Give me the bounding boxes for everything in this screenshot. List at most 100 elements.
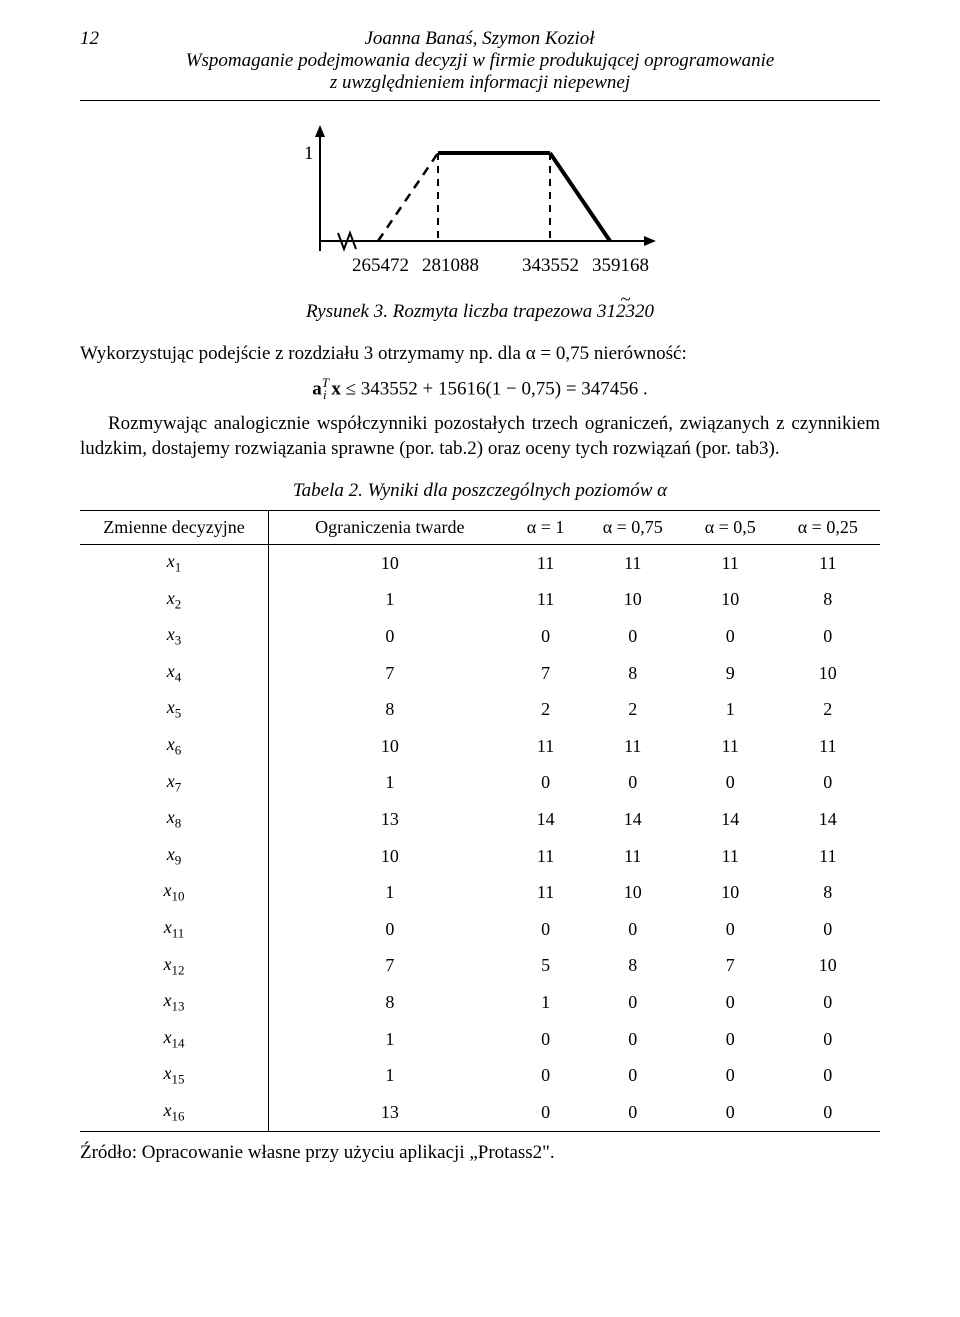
value-cell: 0 bbox=[511, 618, 581, 655]
value-cell: 10 bbox=[269, 545, 511, 582]
value-cell: 10 bbox=[581, 874, 685, 911]
x-label-4: 359168 bbox=[592, 255, 649, 276]
table-row: x1100000 bbox=[80, 911, 880, 948]
value-cell: 7 bbox=[269, 655, 511, 692]
value-cell: 0 bbox=[581, 911, 685, 948]
value-cell: 9 bbox=[685, 655, 776, 692]
value-cell: 11 bbox=[581, 838, 685, 875]
table-row: x61011111111 bbox=[80, 728, 880, 765]
figure-caption-value: ~312320 bbox=[597, 301, 654, 323]
value-cell: 11 bbox=[685, 728, 776, 765]
value-cell: 0 bbox=[776, 1021, 880, 1058]
table-row: x1410000 bbox=[80, 1021, 880, 1058]
page-number: 12 bbox=[80, 28, 99, 50]
header-rule bbox=[80, 100, 880, 101]
var-cell: x16 bbox=[80, 1094, 269, 1131]
var-cell: x13 bbox=[80, 984, 269, 1021]
value-cell: 8 bbox=[776, 582, 880, 619]
value-cell: 0 bbox=[581, 765, 685, 802]
table-row: x211110108 bbox=[80, 582, 880, 619]
table-row: x12758710 bbox=[80, 948, 880, 985]
table-row: x1381000 bbox=[80, 984, 880, 1021]
var-cell: x7 bbox=[80, 765, 269, 802]
value-cell: 10 bbox=[685, 874, 776, 911]
col-header-5: α = 0,5 bbox=[685, 511, 776, 545]
table-row: x300000 bbox=[80, 618, 880, 655]
value-cell: 11 bbox=[581, 545, 685, 582]
col-header-3: α = 1 bbox=[511, 511, 581, 545]
value-cell: 0 bbox=[685, 1021, 776, 1058]
value-cell: 0 bbox=[776, 1094, 880, 1131]
value-cell: 2 bbox=[776, 691, 880, 728]
value-cell: 1 bbox=[269, 1021, 511, 1058]
value-cell: 0 bbox=[776, 984, 880, 1021]
value-cell: 2 bbox=[511, 691, 581, 728]
paragraph-2: Rozmywając analogicznie współczynniki po… bbox=[80, 411, 880, 462]
col-header-var: Zmienne decyzyjne bbox=[80, 511, 269, 545]
value-cell: 11 bbox=[776, 545, 880, 582]
value-cell: 0 bbox=[685, 911, 776, 948]
value-cell: 7 bbox=[685, 948, 776, 985]
header-row: 12 Joanna Banaś, Szymon Kozioł bbox=[80, 28, 880, 50]
header-title-line3: z uwzględnieniem informacji niepewnej bbox=[80, 72, 880, 94]
value-cell: 0 bbox=[511, 765, 581, 802]
table-row: x582212 bbox=[80, 691, 880, 728]
figure-caption: Rysunek 3. Rozmyta liczba trapezowa ~312… bbox=[80, 301, 880, 323]
col-header-6: α = 0,25 bbox=[776, 511, 880, 545]
value-cell: 0 bbox=[685, 1057, 776, 1094]
value-cell: 8 bbox=[581, 655, 685, 692]
var-cell: x8 bbox=[80, 801, 269, 838]
value-cell: 11 bbox=[685, 838, 776, 875]
value-cell: 11 bbox=[776, 838, 880, 875]
value-cell: 0 bbox=[776, 1057, 880, 1094]
table-row: x16130000 bbox=[80, 1094, 880, 1131]
trapezoid-chart: 1 265472 281088 343552 359168 bbox=[290, 121, 670, 291]
value-cell: 11 bbox=[685, 545, 776, 582]
value-cell: 0 bbox=[581, 1094, 685, 1131]
value-cell: 7 bbox=[269, 948, 511, 985]
value-cell: 11 bbox=[511, 582, 581, 619]
value-cell: 8 bbox=[776, 874, 880, 911]
equation: aTi x ≤ 343552 + 15616(1 − 0,75) = 34745… bbox=[80, 375, 880, 403]
value-cell: 0 bbox=[269, 911, 511, 948]
figure-caption-prefix: Rysunek 3. Rozmyta liczba trapezowa bbox=[306, 301, 597, 322]
var-cell: x10 bbox=[80, 874, 269, 911]
var-cell: x14 bbox=[80, 1021, 269, 1058]
value-cell: 11 bbox=[511, 838, 581, 875]
value-cell: 0 bbox=[511, 911, 581, 948]
value-cell: 0 bbox=[581, 618, 685, 655]
value-cell: 0 bbox=[776, 911, 880, 948]
value-cell: 10 bbox=[685, 582, 776, 619]
col-header-2: Ograniczenia twarde bbox=[269, 511, 511, 545]
value-cell: 5 bbox=[511, 948, 581, 985]
value-cell: 0 bbox=[269, 618, 511, 655]
value-cell: 7 bbox=[511, 655, 581, 692]
page: 12 Joanna Banaś, Szymon Kozioł Wspomagan… bbox=[0, 0, 960, 1204]
value-cell: 10 bbox=[776, 655, 880, 692]
value-cell: 11 bbox=[511, 545, 581, 582]
value-cell: 1 bbox=[269, 765, 511, 802]
value-cell: 10 bbox=[269, 838, 511, 875]
value-cell: 11 bbox=[511, 728, 581, 765]
table-header-row: Zmienne decyzyjne Ograniczenia twarde α … bbox=[80, 511, 880, 545]
value-cell: 0 bbox=[685, 984, 776, 1021]
table-source: Źródło: Opracowanie własne przy użyciu a… bbox=[80, 1142, 880, 1164]
var-cell: x6 bbox=[80, 728, 269, 765]
value-cell: 10 bbox=[581, 582, 685, 619]
value-cell: 2 bbox=[581, 691, 685, 728]
value-cell: 0 bbox=[776, 765, 880, 802]
value-cell: 1 bbox=[685, 691, 776, 728]
value-cell: 0 bbox=[685, 618, 776, 655]
x-label-3: 343552 bbox=[522, 255, 579, 276]
value-cell: 0 bbox=[776, 618, 880, 655]
var-cell: x9 bbox=[80, 838, 269, 875]
value-cell: 0 bbox=[511, 1021, 581, 1058]
var-cell: x12 bbox=[80, 948, 269, 985]
col-header-4: α = 0,75 bbox=[581, 511, 685, 545]
x-label-1: 265472 bbox=[352, 255, 409, 276]
header-authors: Joanna Banaś, Szymon Kozioł bbox=[99, 28, 860, 50]
value-cell: 1 bbox=[511, 984, 581, 1021]
value-cell: 8 bbox=[581, 948, 685, 985]
value-cell: 0 bbox=[685, 1094, 776, 1131]
paragraph-1: Wykorzystując podejście z rozdziału 3 ot… bbox=[80, 341, 880, 367]
